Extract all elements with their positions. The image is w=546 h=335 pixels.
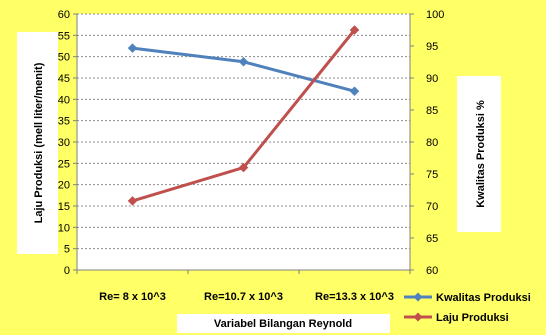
category-label: Re= 8 x 10^3: [99, 291, 166, 303]
right-tick-label: 95: [426, 41, 438, 53]
left-tick-label: 25: [58, 158, 70, 170]
right-axis-title: Kwalitas Produksi %: [475, 100, 487, 208]
x-axis-title: Variabel Bilangan Reynold: [214, 318, 352, 330]
right-axis-ticks: 60 65 70 75 80 85 90 95 100: [410, 9, 444, 277]
legend-label: Kwalitas Produksi: [436, 292, 531, 304]
left-tick-label: 0: [64, 265, 70, 277]
right-tick-label: 60: [426, 265, 438, 277]
category-label: Re=10.7 x 10^3: [204, 291, 283, 303]
right-tick-label: 65: [426, 233, 438, 245]
category-labels: Re= 8 x 10^3 Re=10.7 x 10^3 Re=13.3 x 10^3: [99, 291, 394, 303]
right-tick-label: 100: [426, 9, 444, 21]
legend-label: Laju Produksi: [436, 312, 509, 324]
left-tick-label: 40: [58, 94, 70, 106]
category-label: Re=13.3 x 10^3: [315, 291, 394, 303]
left-tick-label: 20: [58, 180, 70, 192]
left-tick-label: 35: [58, 116, 70, 128]
left-axis-title: Laju Produksi (mell liter/menit): [33, 62, 45, 223]
series-point: [127, 196, 138, 206]
right-tick-label: 70: [426, 201, 438, 213]
left-tick-label: 55: [58, 30, 70, 42]
left-tick-label: 10: [58, 222, 70, 234]
left-tick-label: 5: [64, 244, 70, 256]
left-axis-title-box: [17, 32, 58, 254]
left-axis-ticks: 0 5 10 15 20 25 30 35 40 45 50 55 60: [58, 9, 77, 277]
right-tick-label: 90: [426, 73, 438, 85]
series: [127, 25, 360, 206]
series-point: [349, 86, 360, 97]
legend: Kwalitas Produksi Laju Produksi: [404, 292, 531, 324]
left-tick-label: 50: [58, 52, 70, 64]
x-axis-title-box: [177, 314, 390, 333]
right-tick-label: 80: [426, 137, 438, 149]
right-axis-title-box: [457, 76, 501, 232]
left-tick-label: 60: [58, 9, 70, 21]
series-point: [127, 43, 138, 53]
series-point: [238, 56, 249, 67]
legend-swatch-marker: [413, 312, 423, 322]
series-point: [238, 162, 249, 173]
left-tick-label: 45: [58, 73, 70, 85]
left-tick-label: 15: [58, 201, 70, 213]
gridlines: [77, 13, 410, 250]
legend-swatch-marker: [413, 292, 423, 302]
right-tick-label: 75: [426, 169, 438, 181]
right-tick-label: 85: [426, 105, 438, 117]
series-point: [349, 25, 360, 35]
left-tick-label: 30: [58, 137, 70, 149]
